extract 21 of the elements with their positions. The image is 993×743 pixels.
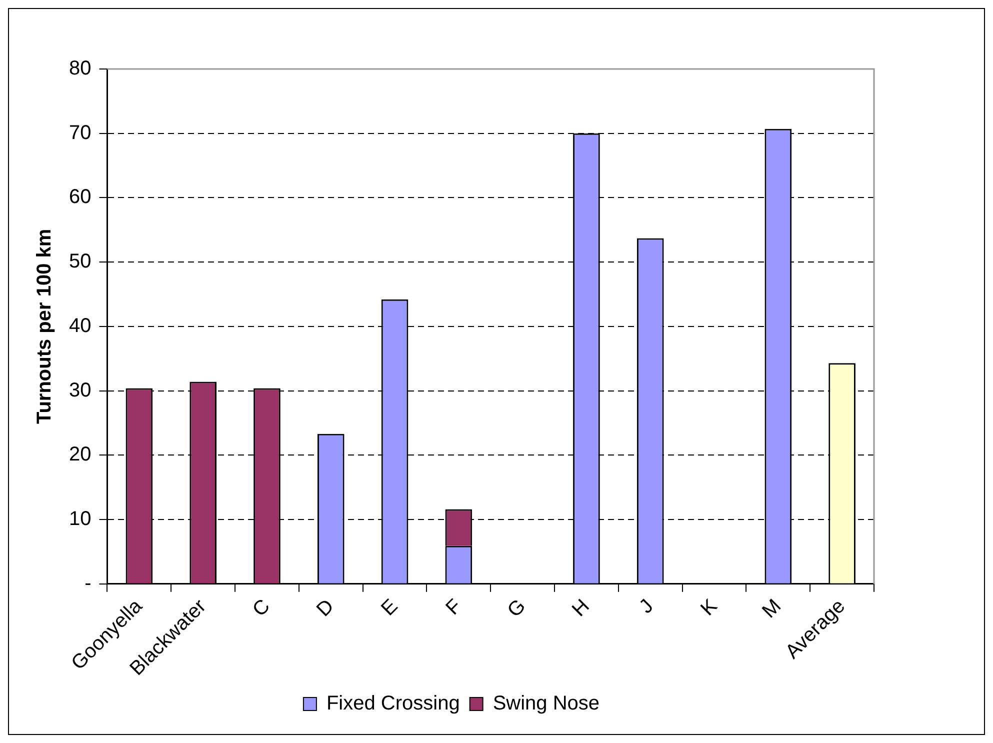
x-tick-label: M (758, 595, 786, 623)
y-tick-label: 60 (68, 186, 92, 208)
x-tick-label: D (312, 595, 338, 622)
x-tick-label: G (503, 595, 530, 622)
y-tick-label: 30 (68, 379, 92, 402)
y-tick-label: 50 (68, 250, 92, 273)
legend-label: Fixed Crossing (326, 692, 460, 715)
y-tick-label: - (84, 572, 92, 594)
y-tick-label: 80 (68, 58, 92, 80)
x-tick-label: J (635, 595, 658, 618)
x-tick-label: E (377, 595, 402, 620)
x-tick-label: C (248, 595, 274, 622)
y-tick-label: 10 (68, 508, 92, 530)
legend-label: Swing Nose (492, 692, 600, 715)
y-axis-title: Turnouts per 100 km (34, 228, 56, 424)
x-tick-label: K (696, 594, 722, 620)
x-tick-label: H (568, 595, 594, 622)
y-tick-label: 70 (68, 122, 92, 144)
y-tick-label: 20 (68, 444, 92, 466)
y-tick-label: 40 (68, 314, 92, 337)
x-tick-label: F (442, 595, 466, 620)
